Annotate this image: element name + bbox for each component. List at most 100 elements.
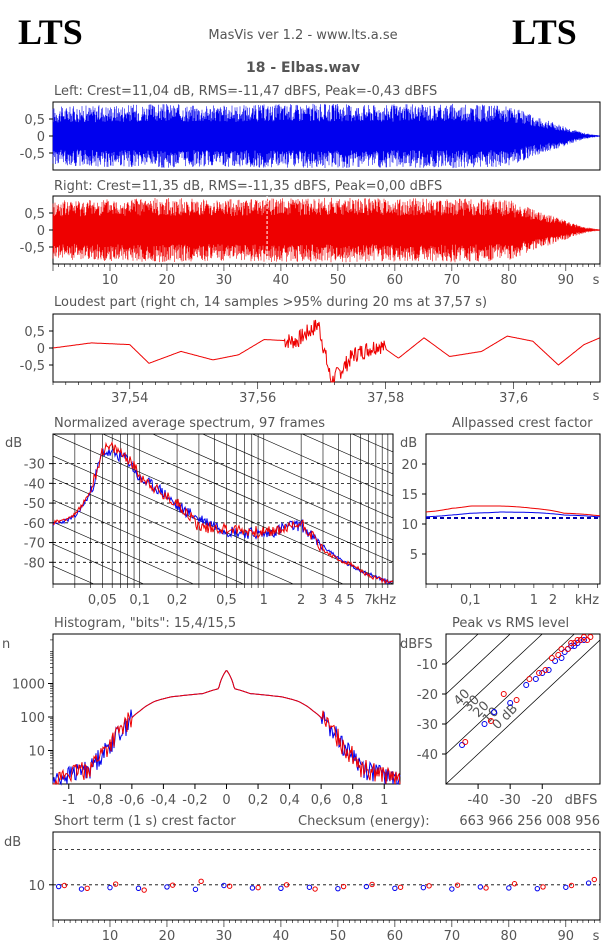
short-crest-point [192,886,199,893]
app-title: MasVis ver 1.2 - www.lts.a.se [208,28,397,43]
peakrms-point [545,667,552,673]
right-channel-title: Right: Crest=11,35 dB, RMS=-11,35 dBFS, … [54,179,442,194]
checksum-label: Checksum (energy): [298,814,430,829]
right-channel-ytick-label: -0,5 [20,241,45,256]
peakrms-point [513,697,520,703]
right-channel-xtick-label: 30 [216,273,233,288]
right-channel-wave [52,197,600,263]
track-title: 18 - Elbas.wav [246,60,360,76]
peakrms-diagonal [446,634,479,665]
spectrum-xtick-label: 0,05 [88,593,117,608]
histogram-frame [52,633,401,785]
right-xunit: s [593,273,600,288]
spectrum-xunit: kHz [372,593,396,608]
loudest-xtick-label: 37,6 [499,391,528,406]
peakrms-ytick-label: -10 [417,658,438,673]
peakrms-xtick-label: -20 [532,793,553,808]
loudest-title: Loudest part (right ch, 14 samples >95% … [54,295,487,310]
left-channel-wave [52,103,600,169]
short-crest-point [306,884,313,890]
histogram-xtick-label: 0,8 [342,793,363,808]
short-crest-point [454,882,461,888]
short-crest-xtick-label: 10 [102,929,119,944]
peakrms-point [491,709,498,715]
histogram-title: Histogram, "bits": 15,4/15,5 [54,616,236,631]
right-channel-xtick-label: 10 [102,273,119,288]
short-crest-frame [52,831,601,921]
peakrms-point [548,655,555,661]
loudest-ytick-label: 0 [37,342,45,357]
short-crest-point [483,885,489,891]
histogram-xtick-label: 1 [380,793,388,808]
spectrum-ytick-label: -70 [24,537,45,552]
crest-series-0 [425,511,600,518]
short-crest-point [397,884,404,890]
spectrum-ytick-label: -40 [24,477,45,492]
short-crest-point [249,885,256,891]
loudest-xtick-label: 37,54 [111,391,148,406]
short-crest-point [107,884,113,891]
spectrum-xtick-label: 0,5 [216,593,237,608]
crest-plot: 20 15 10 5 0,1 1 2 [401,458,600,608]
spectrum-ytick-label: -80 [24,556,45,571]
spectrum-series-0 [53,448,393,584]
short-crest-point [511,881,518,887]
checksum-value: 663 966 256 008 956 [459,814,600,829]
left-channel-ytick-label: -0,5 [20,147,45,162]
short-crest-point [283,882,290,888]
crest-xtick-label: 1 [530,593,538,608]
peakrms-xunit: dBFS [565,793,598,808]
short-crest-point [141,887,147,893]
short-crest-ytick-label: 10 [28,879,45,894]
peakrms-point [574,640,581,646]
loudest-plot: 0,5 0 -0,5 37,54 37,56 37,58 37,6 [20,319,600,406]
histogram-xtick-label: 0,6 [311,793,332,808]
peakrms-point [532,676,539,682]
spectrum-ylabel: dB [5,436,22,451]
short-crest-xtick-label: 60 [387,929,404,944]
short-crest-point [135,885,142,892]
peakrms-point [507,700,514,706]
spectrum-slope-line [53,499,245,584]
right-channel-xtick-label: 50 [330,273,347,288]
crest-xunit: kHz [575,593,599,608]
peakrms-point [558,655,565,661]
short-crest-xtick-label: 20 [159,929,176,944]
peakrms-point [523,682,530,688]
peakrms-point [577,637,584,643]
spectrum-slope-line [53,477,295,584]
short-crest-xtick-label: 70 [444,929,461,944]
short-crest-point [449,886,455,892]
spectrum-ytick-label: -30 [24,458,45,473]
short-crest-point [540,884,546,890]
short-crest-xunit: s [593,929,600,944]
crest-ytick-label: 15 [401,488,418,503]
peakrms-diagonal [446,634,575,755]
spectrum-slope-line [251,434,393,497]
crest-ytick-label: 5 [410,548,418,563]
histogram-plot: 1000 100 10 -1 -0,8 -0,6 -0,4 -0,2 0 0,2 0,4 0,6 0,8… [12,639,401,808]
peakrms-diagonals [446,634,600,784]
short-crest-point [392,885,398,892]
histogram-xtick-label: 0,2 [248,793,269,808]
spectrum-ytick-label: -60 [24,517,45,532]
right-channel-xtick-label: 40 [273,273,290,288]
crest-title: Allpassed crest factor [452,416,593,431]
loudest-xtick-label: 37,58 [367,391,404,406]
histogram-series-0 [52,670,401,786]
peakrms-point [526,676,533,682]
short-crest-point [563,884,569,890]
spectrum-slope-line [151,434,393,541]
crest-series-1 [425,505,600,517]
spectrum-xtick-label: 0,1 [129,593,150,608]
right-channel-xtick-label: 80 [501,273,518,288]
crest-xtick-label: 2 [549,593,557,608]
left-channel-ytick-label: 0,5 [24,113,45,128]
peakrms-diagonal [446,634,511,695]
short-crest-point [335,885,341,892]
peakrms-point [564,646,571,652]
short-crest-point [84,885,90,892]
peakrms-xtick-label: -30 [500,793,521,808]
